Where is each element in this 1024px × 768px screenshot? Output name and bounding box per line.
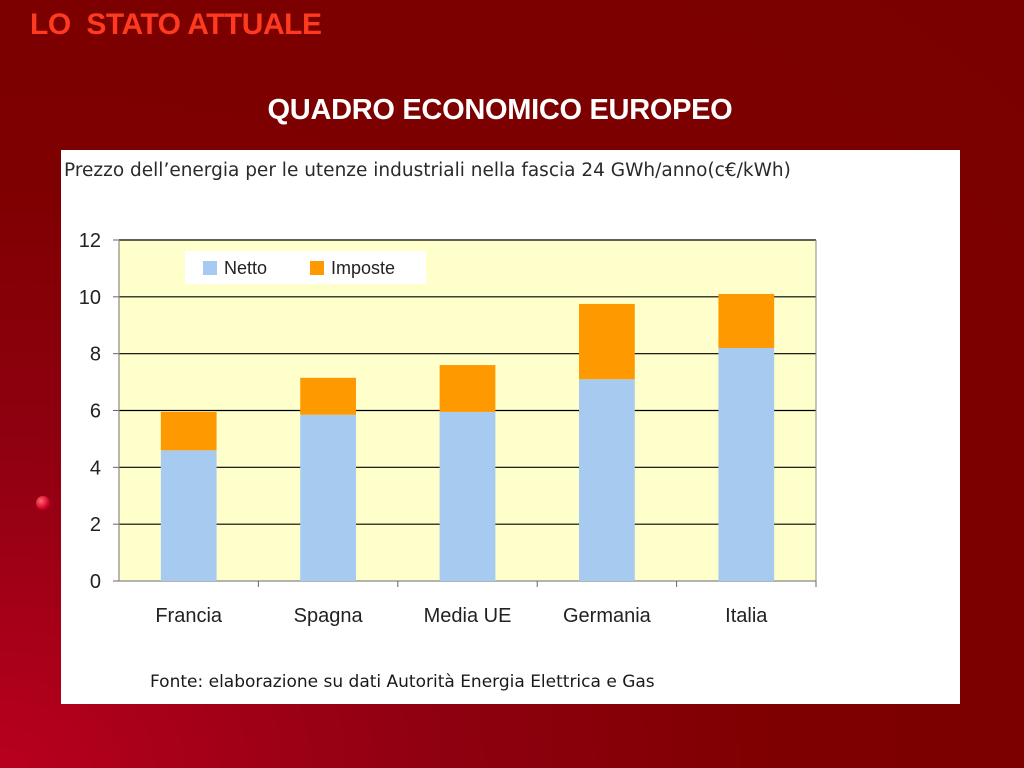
bar-imposte-media-ue [439, 365, 496, 412]
bar-imposte-germania [579, 303, 635, 380]
legend-box [185, 251, 426, 284]
bar-netto-spagna [300, 414, 356, 581]
y-tick-label: 10 [79, 287, 101, 309]
x-tick-label: Francia [155, 605, 223, 627]
legend-label-netto: Netto [224, 258, 267, 278]
chart-source: Fonte: elaborazione su dati Autorità Ene… [150, 672, 655, 692]
legend-label-imposte: Imposte [331, 258, 395, 278]
y-tick-label: 12 [79, 230, 101, 252]
y-tick-label: 0 [90, 571, 101, 593]
stacked-bar-chart: 0 2 4 6 8 10 12 Francia Spagna Media UE Germania It… [79, 230, 817, 627]
slide-subtitle: QUADRO ECONOMICO EUROPEO [267, 94, 733, 126]
bar-netto-italia [718, 347, 775, 581]
bullet-dot [36, 496, 50, 510]
slide-title: LO STATO ATTUALE [30, 8, 322, 41]
bar-netto-media-ue [439, 411, 496, 581]
y-tick-label: 2 [90, 514, 101, 536]
bar-imposte-italia [718, 293, 775, 348]
legend-swatch-imposte [310, 261, 324, 275]
bar-netto-germania [579, 379, 635, 581]
x-tick-label: Germania [563, 605, 652, 627]
chart-caption: Prezzo dell’energia per le utenze indust… [64, 160, 791, 181]
x-tick-label: Italia [725, 605, 768, 627]
bar-imposte-spagna [300, 377, 356, 415]
x-tick-label: Spagna [294, 605, 364, 627]
bar-netto-francia [160, 450, 217, 581]
y-tick-label: 4 [90, 457, 101, 479]
x-tick-label: Media UE [424, 605, 512, 627]
legend-swatch-netto [203, 261, 217, 275]
y-tick-label: 8 [90, 344, 101, 366]
bar-imposte-francia [160, 411, 217, 451]
chart-figure: Prezzo dell’energia per le utenze indust… [61, 150, 960, 704]
y-tick-label: 6 [90, 401, 101, 423]
